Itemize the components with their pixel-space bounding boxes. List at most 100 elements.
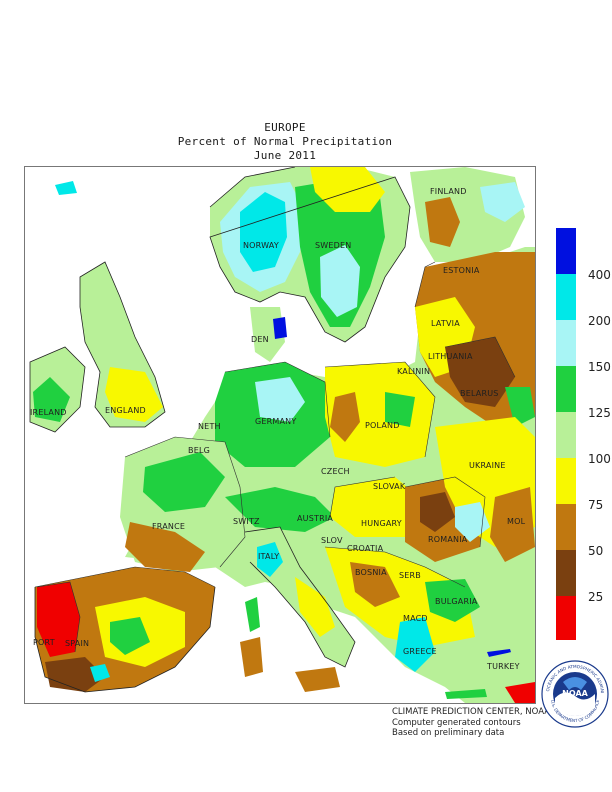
noaa-logo: NATIONAL OCEANIC AND ATMOSPHERIC ADMINIS…	[541, 660, 609, 728]
label-netherlands: NETH	[198, 422, 221, 431]
map-title-region: EUROPE	[264, 121, 306, 134]
border-france	[124, 436, 246, 568]
region-denmark-blue	[273, 317, 287, 339]
label-portugal: PORT	[33, 638, 55, 647]
region-iberia-green	[110, 617, 150, 655]
region-greece-cyan	[395, 617, 435, 672]
region-italy-cyan	[257, 542, 283, 577]
region-poland-green	[385, 392, 415, 427]
region-bosnia-brown	[350, 562, 400, 607]
label-belgium: BELG	[188, 446, 210, 455]
label-denmark: DEN	[251, 335, 269, 344]
label-slovak: SLOVAK	[373, 482, 406, 491]
label-kalinin: KALININ	[397, 367, 431, 376]
label-turkey: TURKEY	[487, 662, 520, 671]
label-austria: AUSTRIA	[297, 514, 334, 523]
legend-label-125: 125	[588, 406, 611, 420]
label-england: ENGLAND	[105, 406, 146, 415]
legend-label-25: 25	[588, 590, 604, 604]
border-poland	[324, 361, 436, 458]
legend-swatch-400	[556, 228, 576, 274]
region-finland-brown	[425, 197, 460, 247]
label-italy: ITALY	[258, 552, 280, 561]
label-macedonia: MACD	[403, 614, 428, 623]
footer-source: CLIMATE PREDICTION CENTER, NOAA	[392, 707, 551, 717]
logo-wave	[555, 692, 595, 716]
coast-scandinavia	[209, 167, 411, 343]
label-ukraine: UKRAINE	[469, 461, 506, 470]
label-latvia: LATVIA	[431, 319, 460, 328]
label-moldova: MOL	[507, 517, 526, 526]
label-belarus: BELARUS	[460, 389, 499, 398]
legend-label-50: 50	[588, 544, 604, 558]
border-romania	[404, 476, 486, 548]
region-alps-green	[225, 487, 335, 532]
coast-italy	[244, 526, 356, 668]
label-sweden: SWEDEN	[315, 241, 352, 250]
label-ireland: IRELAND	[30, 408, 67, 417]
legend-label-75: 75	[588, 498, 604, 512]
region-belarus-darkbrown	[445, 337, 515, 407]
legend-swatch-50	[556, 504, 576, 550]
label-poland: POLAND	[365, 421, 400, 430]
footer-note: Based on preliminary data	[392, 728, 505, 738]
border-portugal	[36, 581, 81, 653]
legend-label-200: 200	[588, 314, 611, 328]
region-romania-darkbrown	[420, 492, 455, 532]
label-bosnia: BOSNIA	[355, 568, 387, 577]
label-germany: GERMANY	[255, 417, 297, 426]
island-iceland-fragment	[55, 181, 77, 195]
map-footer: CLIMATE PREDICTION CENTER, NOAA Computer…	[392, 707, 550, 739]
label-france: FRANCE	[152, 522, 186, 531]
legend-label-150: 150	[588, 360, 611, 374]
label-lithuania: LITHUANIA	[428, 352, 473, 361]
legend-swatch-125	[556, 366, 576, 412]
label-slovenia: SLOV	[321, 536, 343, 545]
country-borders	[34, 261, 516, 653]
region-hungary-yellow	[330, 477, 425, 537]
region-portugal-red	[37, 582, 80, 657]
region-germany-cyan	[255, 377, 305, 422]
region-finland-cyan	[480, 182, 525, 222]
region-england-yellow	[105, 367, 163, 422]
logo-bird	[563, 677, 587, 690]
region-france-brown	[125, 522, 205, 572]
region-spain-cyan	[90, 664, 110, 682]
map-title-block: EUROPE Percent of Normal Precipitation J…	[0, 121, 570, 163]
logo-center-text: NOAA	[562, 689, 588, 698]
region-poland-brown	[330, 392, 360, 442]
legend-label-400: 400	[588, 268, 611, 282]
label-spain: SPAIN	[65, 639, 90, 648]
precipitation-map: FINLAND NORWAY SWEDEN ESTONIA LATVIA LIT…	[24, 166, 536, 704]
label-bulgaria: BULGARIA	[435, 597, 478, 606]
legend-swatch-100	[556, 412, 576, 458]
label-czech: CZECH	[321, 467, 350, 476]
region-turkey-red	[505, 682, 535, 703]
label-romania: ROMANIA	[428, 535, 468, 544]
legend-swatch-150	[556, 320, 576, 366]
region-sweden-cyan	[320, 245, 360, 317]
region-italy-yellow	[295, 577, 335, 637]
region-poland-yellow	[325, 362, 435, 467]
legend-label-100: 100	[588, 452, 611, 466]
region-spain-darkbrown	[45, 657, 105, 692]
label-hungary: HUNGARY	[361, 519, 402, 528]
legend-swatch-75	[556, 458, 576, 504]
region-ukraine-brown	[490, 487, 535, 562]
border-belarus	[444, 336, 516, 378]
region-france-green	[143, 452, 225, 512]
coast-ireland	[29, 346, 86, 433]
border-hungary	[329, 476, 396, 518]
label-norway: NORWAY	[243, 241, 279, 250]
coast-great-britain	[79, 261, 166, 428]
border-pyrenees	[34, 566, 216, 588]
region-sweden-yellow	[310, 167, 385, 212]
label-switzerland: SWITZ	[233, 517, 260, 526]
region-belarus-green	[505, 387, 535, 427]
coast-iberia	[34, 586, 216, 693]
border-baltic	[414, 261, 436, 308]
precipitation-map-svg	[25, 167, 535, 703]
label-estonia: ESTONIA	[443, 266, 480, 275]
island-crete	[445, 689, 487, 699]
label-serbia: SERB	[399, 571, 421, 580]
